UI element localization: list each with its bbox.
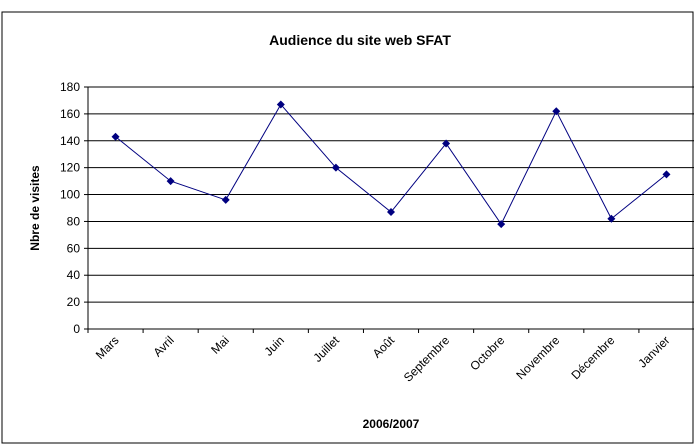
marker: [387, 208, 395, 217]
y-axis-label: Nbre de visites: [28, 165, 42, 251]
y-tick-label: 180: [60, 80, 80, 94]
chart-frame: [1, 11, 694, 444]
y-tick-label: 160: [60, 107, 80, 121]
y-tick-label: 100: [60, 188, 80, 202]
y-tick-label: 60: [67, 241, 81, 255]
y-tick-label: 40: [67, 268, 81, 282]
y-tick-label: 0: [73, 322, 80, 336]
y-tick-label: 120: [60, 161, 80, 175]
marker: [607, 214, 616, 223]
marker: [276, 100, 285, 109]
marker: [662, 170, 671, 179]
y-tick-label: 20: [67, 295, 81, 309]
marker: [497, 220, 506, 229]
marker: [221, 195, 230, 204]
marker: [331, 163, 340, 172]
marker: [166, 177, 175, 186]
marker: [111, 132, 120, 141]
chart-title: Audience du site web SFAT: [269, 32, 451, 48]
y-tick-label: 140: [60, 134, 80, 148]
x-axis-label: 2006/2007: [363, 417, 420, 431]
marker: [442, 139, 451, 148]
marker: [552, 107, 561, 116]
y-tick-label: 80: [67, 214, 81, 228]
